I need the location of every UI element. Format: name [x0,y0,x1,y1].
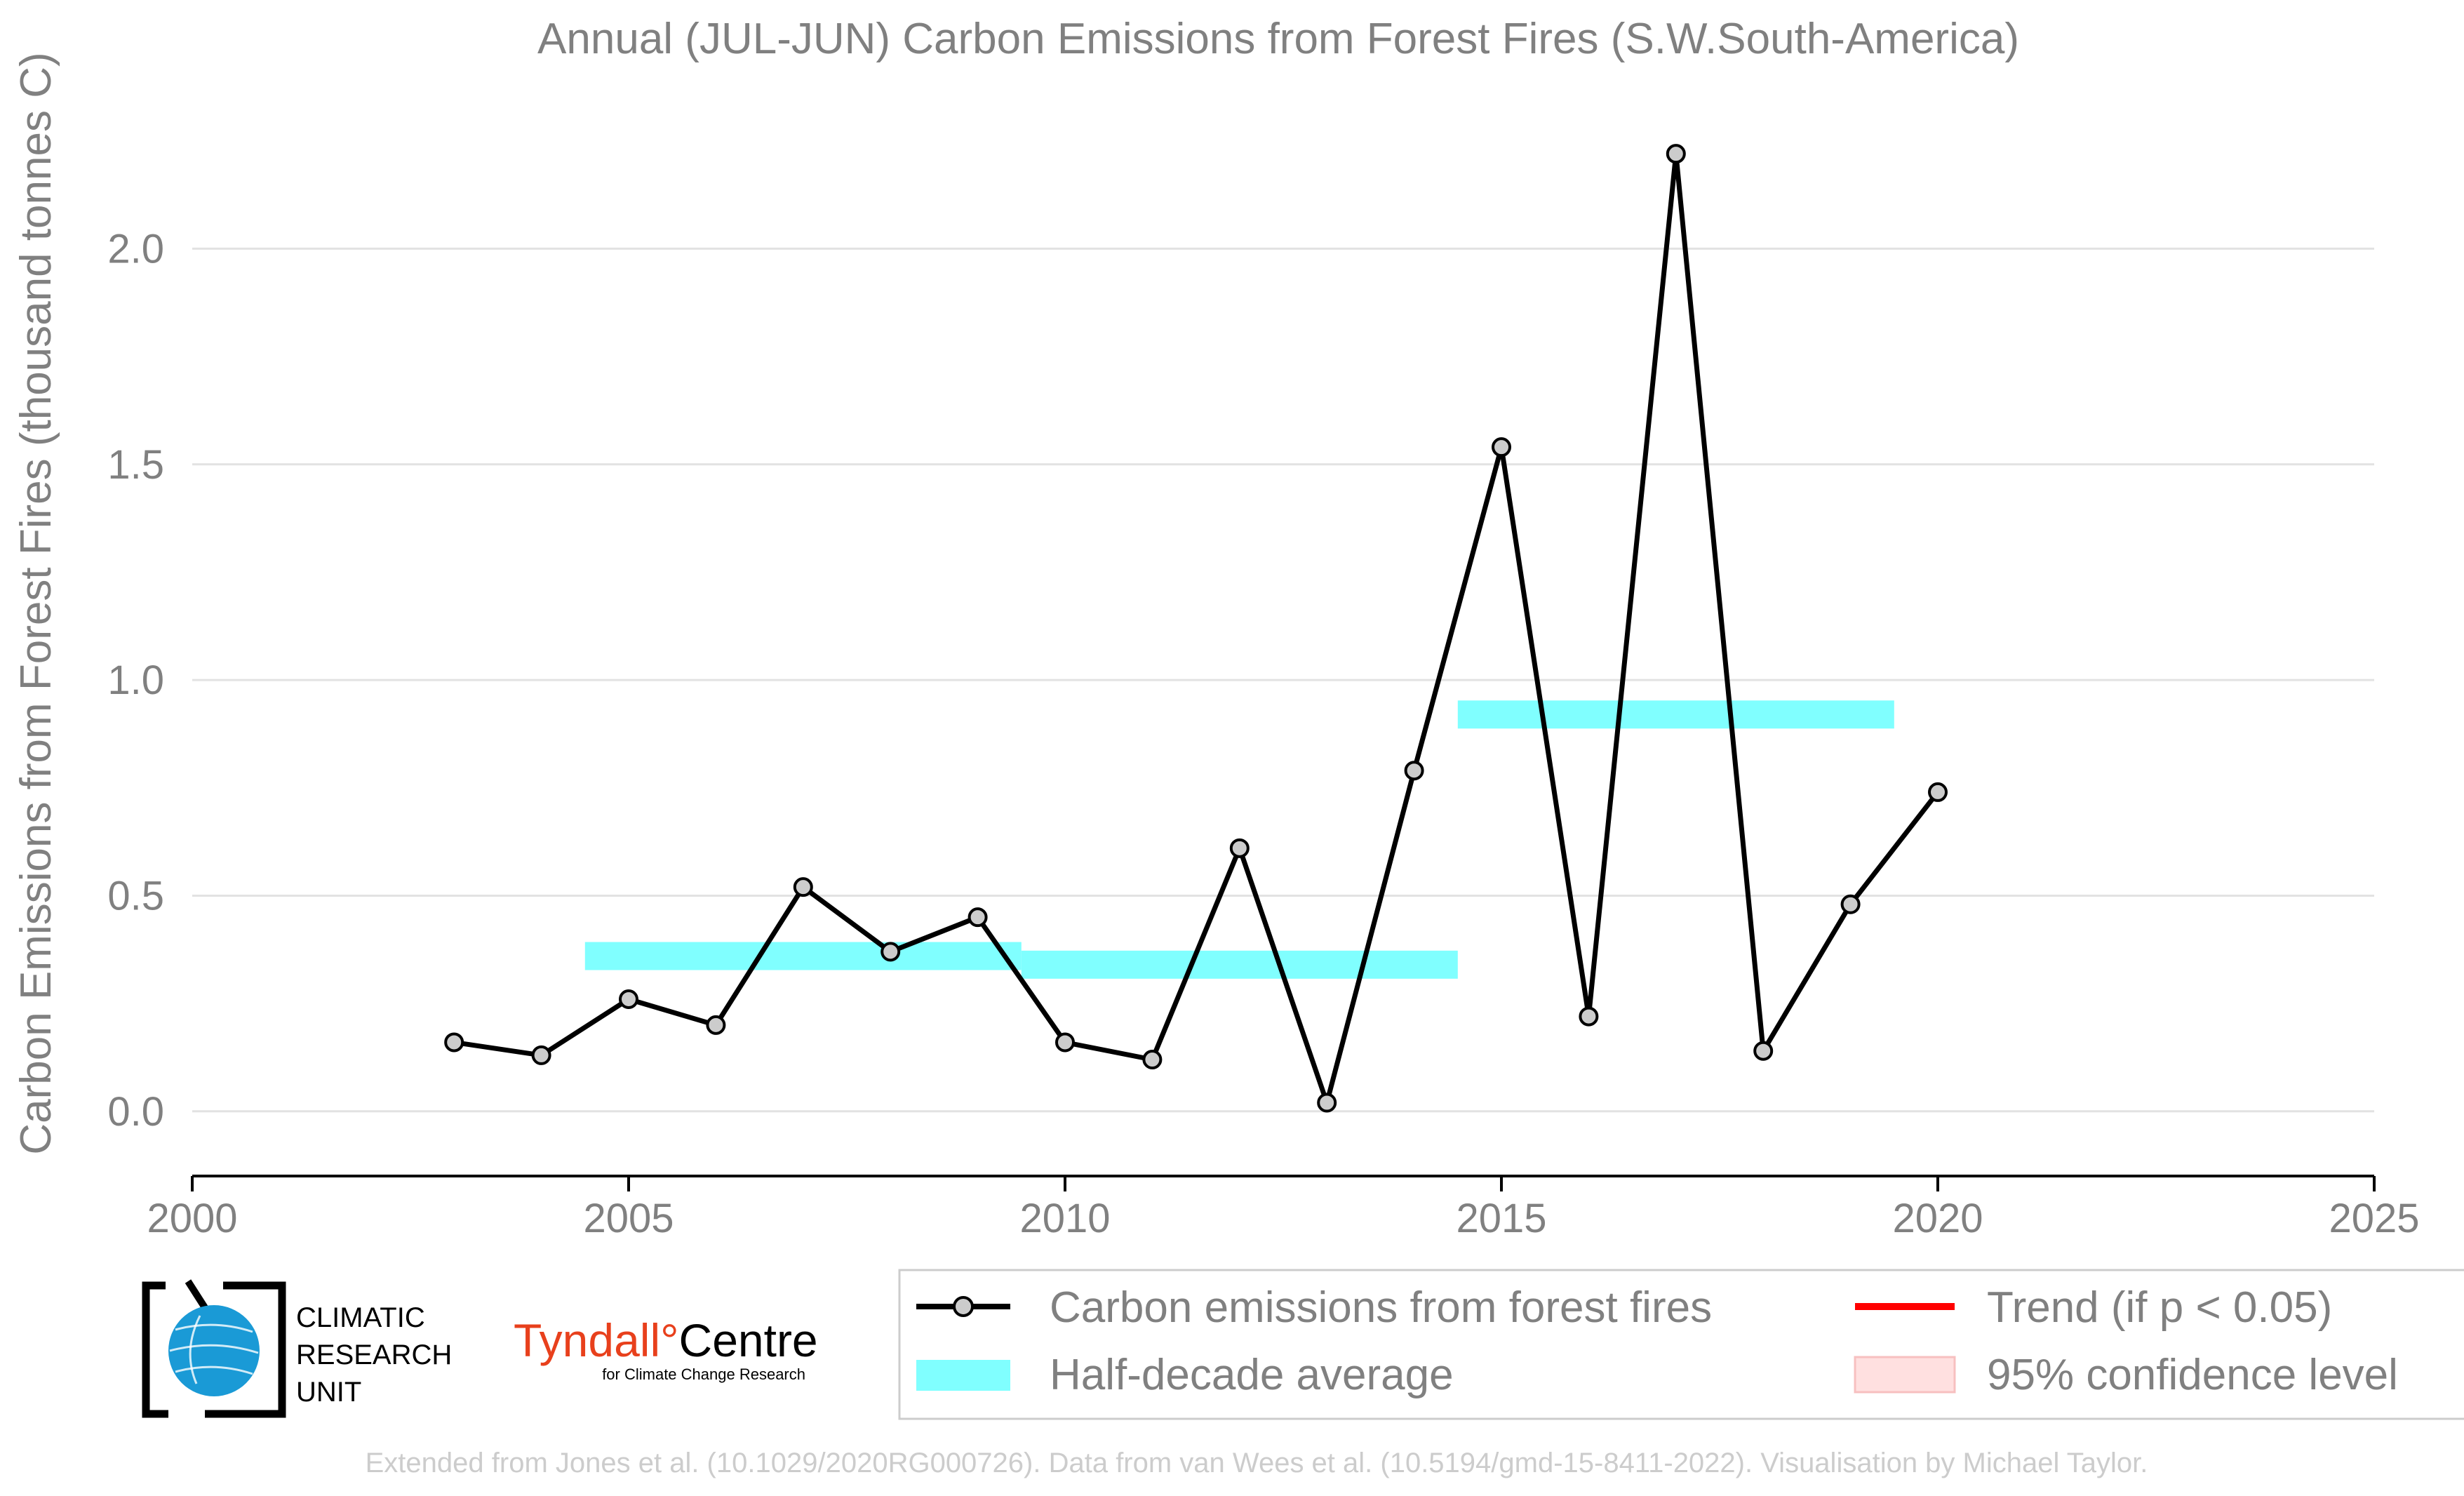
legend-label-confidence: 95% confidence level [1987,1351,2398,1399]
half-decade-average-bar [1021,950,1458,979]
legend-swatch-half-decade [916,1360,1010,1391]
globe-line [175,1323,253,1333]
y-tick-label: 1.0 [107,657,164,703]
emissions-series [444,144,1948,1113]
cru-logo: CLIMATIC RESEARCH UNIT [142,1279,452,1418]
cru-line-1: CLIMATIC [296,1302,425,1333]
legend-label-half-decade: Half-decade average [1050,1351,1454,1399]
x-tick-label: 2015 [1456,1196,1546,1241]
data-point [1142,1050,1163,1070]
cru-line-2: RESEARCH [296,1340,452,1370]
y-tick-label: 0.5 [107,873,164,919]
x-tick-labels: 2000 2005 2010 2015 2020 2025 [147,1196,2419,1241]
data-point [1666,144,1686,164]
x-tick-label: 2025 [2329,1196,2419,1241]
x-tick-label: 2020 [1892,1196,1983,1241]
half-decade-average-bar [584,942,1022,970]
y-axis-label: Carbon Emissions from Forest Fires (thou… [12,52,60,1154]
x-tick-label: 2005 [583,1196,674,1241]
tyndall-centre: Centre [679,1314,818,1366]
globe-icon [168,1305,260,1396]
tyndall-wordmark: Tyndall°Centre [514,1314,818,1366]
data-point [1055,1032,1075,1053]
chart-title: Annual (JUL-JUN) Carbon Emissions from F… [537,15,2019,63]
data-point [1229,838,1250,858]
y-tick-label: 1.5 [107,442,164,488]
legend-frame [898,1269,2464,1420]
y-tick-label: 0.0 [107,1089,164,1135]
data-point [619,989,638,1009]
data-point [706,1015,726,1035]
axes [191,1175,2376,1191]
data-point [1579,1006,1599,1027]
globe-line [189,1315,201,1384]
half-decade-average-bands [584,700,1894,979]
data-point [1404,761,1424,781]
legend-label-emissions: Carbon emissions from forest fires [1050,1283,1712,1332]
legend: Carbon emissions from forest fires Trend… [898,1269,2464,1420]
tyndall-logo: Tyndall°Centre for Climate Change Resear… [514,1314,818,1383]
data-point [881,942,901,962]
data-point [1753,1041,1774,1061]
emissions-line [453,153,1940,1111]
y-tick-label: 2.0 [107,226,164,272]
globe-line [169,1344,259,1354]
data-point [444,1032,464,1053]
tyndall-degree: ° [660,1314,678,1366]
half-decade-average-bar [1457,700,1894,729]
x-tick-label: 2010 [1019,1196,1110,1241]
tyndall-subtitle: for Climate Change Research [602,1365,805,1383]
legend-marker-emissions [953,1296,974,1317]
data-point [531,1045,551,1065]
x-tick-label: 2000 [147,1196,237,1241]
data-point [793,877,813,897]
legend-label-trend: Trend (if p < 0.05) [1987,1283,2332,1332]
gridlines [192,247,2374,1113]
tyndall-main: Tyndall [514,1314,660,1366]
cru-line-3: UNIT [296,1377,361,1408]
data-point [1492,437,1511,458]
cru-bracket-left [142,1281,168,1418]
legend-swatch-confidence [1854,1356,1956,1394]
data-point [1928,782,1948,802]
data-point [967,907,988,928]
y-tick-labels: 0.0 0.5 1.0 1.5 2.0 [107,226,164,1134]
globe-line [175,1365,253,1375]
data-point [1317,1093,1337,1113]
footer-credit: Extended from Jones et al. (10.1029/2020… [366,1448,2148,1478]
cru-bracket-right [205,1281,286,1418]
data-point [1840,894,1861,914]
